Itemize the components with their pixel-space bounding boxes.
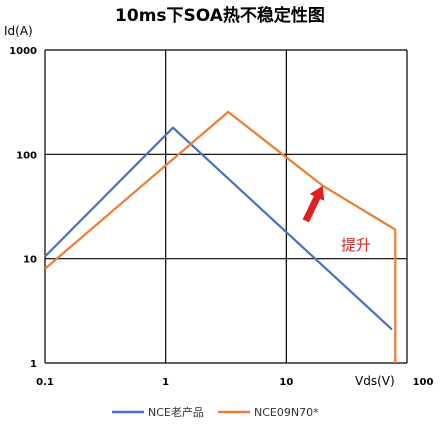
- y-tick-label: 1000: [9, 46, 37, 57]
- x-tick-label: 0.1: [36, 377, 54, 388]
- annotation: 提升: [302, 185, 371, 254]
- y-tick-label: 10: [23, 255, 37, 266]
- x-axis-label: Vds(V): [355, 374, 395, 388]
- series-line-1: [44, 126, 393, 331]
- tick-labels: 1 10 100 1000 0.1 1 10 100: [9, 46, 433, 388]
- legend-label: NCE老产品: [148, 405, 204, 419]
- x-tick-label: 100: [413, 377, 434, 388]
- grid: [44, 49, 408, 364]
- x-tick-label: 10: [279, 377, 293, 388]
- annotation-label: 提升: [341, 236, 371, 254]
- legend-label: NCE09N70*: [254, 406, 319, 419]
- x-tick-label: 1: [162, 377, 169, 388]
- improvement-arrow: [302, 185, 325, 223]
- legend: NCE老产品 NCE09N70*: [112, 405, 319, 419]
- y-tick-label: 1: [30, 359, 37, 370]
- y-tick-label: 100: [16, 150, 37, 161]
- chart-title: 10ms下SOA热不稳定性图: [115, 5, 325, 26]
- y-axis-label: Id(A): [4, 24, 33, 38]
